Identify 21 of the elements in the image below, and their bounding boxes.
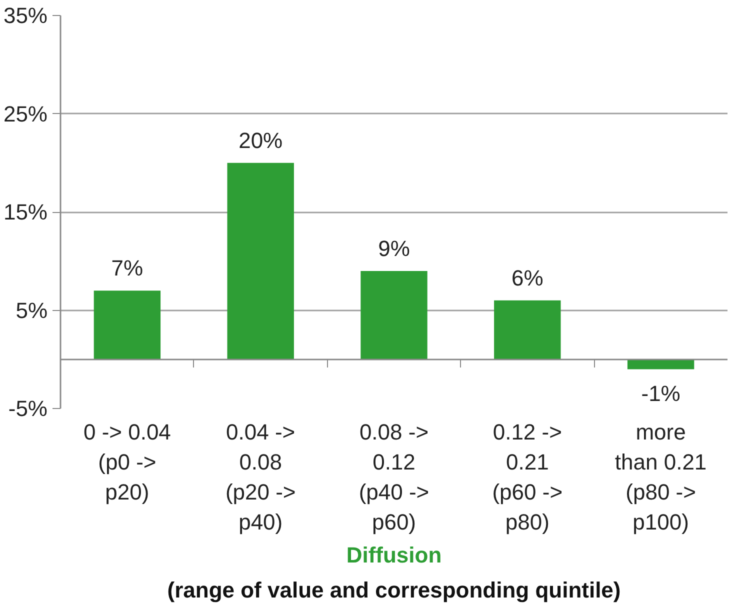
data-label: 7%	[111, 256, 144, 281]
y-tick-label: 5%	[16, 298, 48, 323]
y-tick-label: -5%	[8, 396, 48, 421]
y-tick-label: 35%	[3, 3, 48, 28]
bar	[360, 270, 428, 360]
text: (range of value and corresponding quintile)	[167, 578, 621, 602]
bar	[94, 290, 161, 360]
x-tick-label: 0.04 -> 0.08 (p20 -> p40)	[225, 420, 296, 534]
x-axis-title: Diffusion	[346, 542, 442, 568]
bar	[494, 300, 561, 360]
x-tick-label: 0 -> 0.04 (p0 -> p20)	[83, 420, 171, 504]
x-tick-label: 0.12 -> 0.21 (p60 -> p80)	[492, 420, 563, 534]
x-tick-label: 0.08 -> 0.12 (p40 -> p60)	[358, 420, 430, 534]
bar	[227, 162, 294, 360]
data-label: 9%	[378, 236, 410, 261]
x-tick-label: more than 0.21 (p80 -> p100)	[614, 420, 707, 534]
data-label: 6%	[512, 265, 544, 290]
y-tick-label: 15%	[3, 200, 48, 224]
data-label: -1%	[641, 381, 680, 406]
y-tick-label: 25%	[3, 101, 48, 126]
data-label: 20%	[238, 128, 283, 153]
